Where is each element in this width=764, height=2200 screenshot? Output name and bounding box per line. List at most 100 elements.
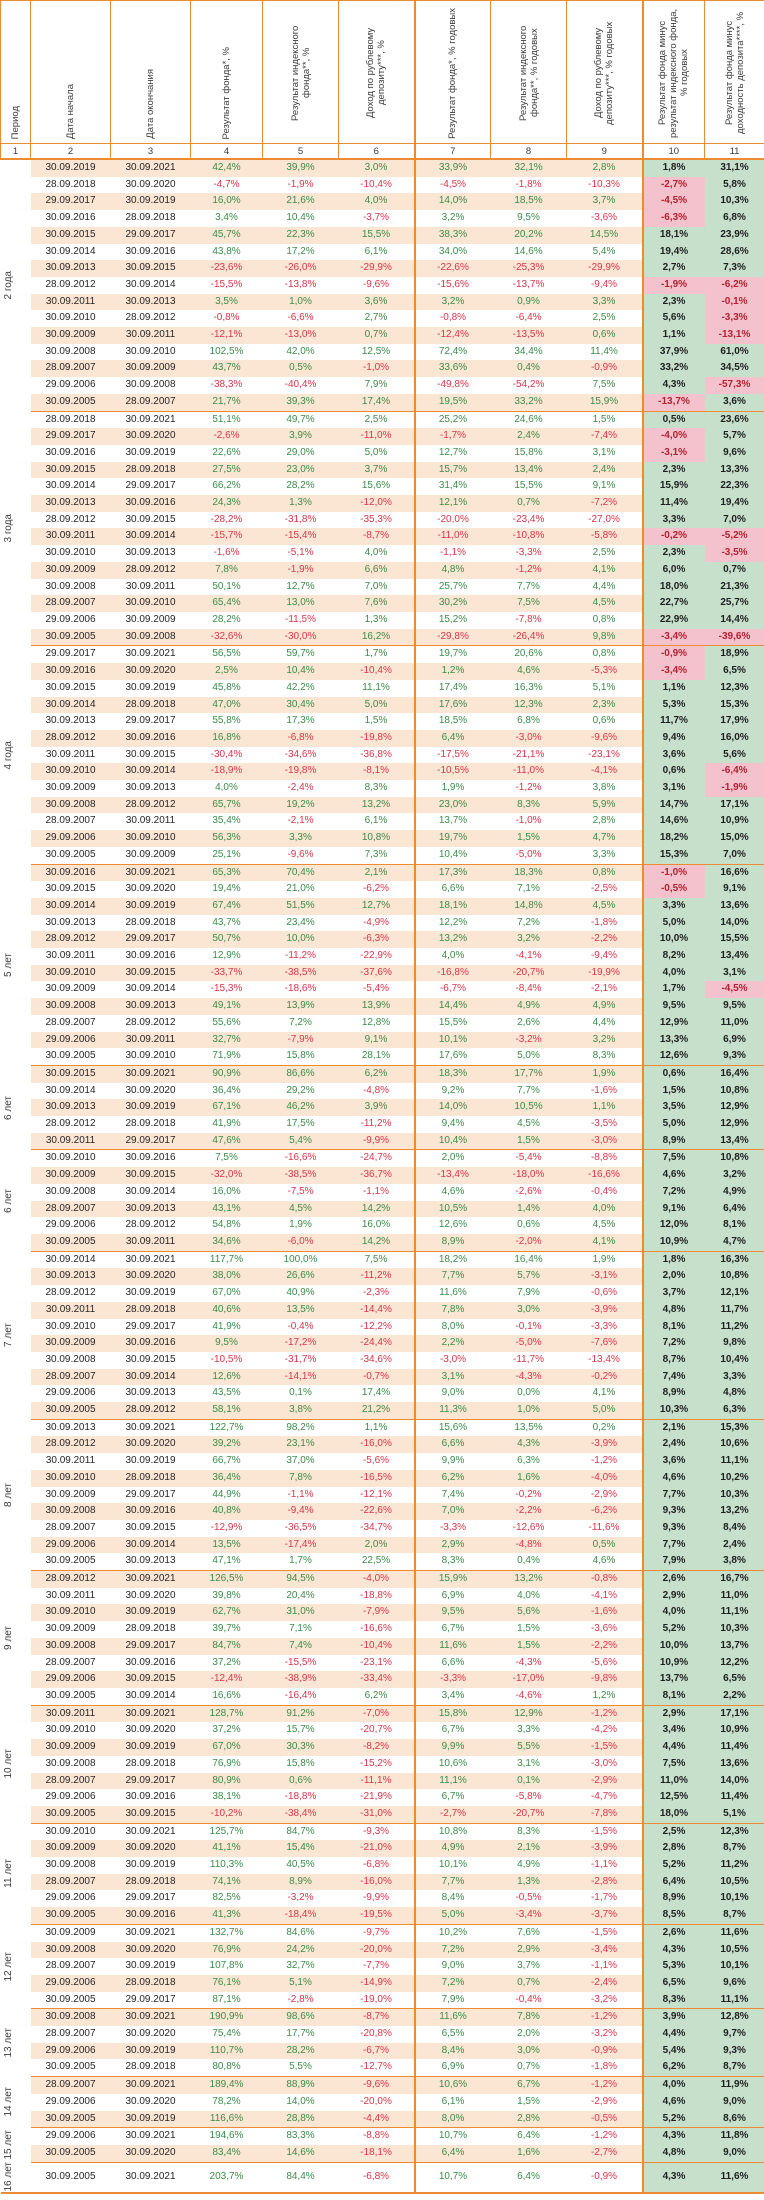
value-cell-col-7: 10,8% bbox=[413, 1823, 491, 1841]
value-cell-col-4: 44,9% bbox=[190, 1486, 263, 1504]
end-date-cell: 30.09.2019 bbox=[110, 2110, 191, 2129]
start-date-cell: 28.09.2018 bbox=[30, 176, 111, 194]
table-row: 29.09.2006 30.09.2020 78,2% 14,0% -20,0% 6,1%… bbox=[1, 2093, 764, 2111]
value-cell-col-7: 15,5% bbox=[413, 1014, 491, 1032]
end-date-cell: 30.09.2019 bbox=[110, 444, 191, 462]
fund-minus-index-cell: 1,1% bbox=[641, 327, 705, 344]
table-row: 30.09.2011 30.09.2014 -15,7% -15,4% -8,7% -11… bbox=[1, 528, 764, 546]
fund-minus-index-cell: 4,0% bbox=[641, 964, 705, 982]
value-cell-col-4: 39,7% bbox=[190, 1621, 263, 1638]
table-row: 30.09.2013 30.09.2020 38,0% 26,6% -11,2% 7,7%… bbox=[1, 1268, 764, 1286]
start-date-cell: 28.09.2007 bbox=[30, 1014, 111, 1032]
value-cell-col-9: 4,5% bbox=[566, 595, 643, 612]
start-date-cell: 30.09.2009 bbox=[30, 1924, 111, 1942]
table-row: 30.09.2005 28.09.2012 58,1% 3,8% 21,2% 11,3% 1… bbox=[1, 1402, 764, 1420]
table-row: 30.09.2013 30.09.2016 24,3% 1,3% -12,0% 12,1%… bbox=[1, 495, 764, 512]
value-cell-col-7: -4,5% bbox=[413, 176, 491, 194]
value-cell-col-6: 21,2% bbox=[338, 1402, 415, 1420]
start-date-cell: 30.09.2010 bbox=[30, 763, 111, 781]
fund-minus-deposit-cell: -39,6% bbox=[704, 628, 764, 647]
value-cell-col-8: 1,5% bbox=[490, 830, 567, 847]
value-cell-col-9: 0,8% bbox=[566, 611, 643, 629]
value-cell-col-7: 11,6% bbox=[413, 1285, 491, 1302]
value-cell-col-8: 3,1% bbox=[490, 1755, 567, 1773]
value-cell-col-4: 65,7% bbox=[190, 796, 263, 814]
value-cell-col-9: -9,4% bbox=[566, 276, 643, 294]
table-row: 28.09.2018 30.09.2020 -4,7% -1,9% -10,4% -4,5… bbox=[1, 176, 764, 194]
value-cell-col-4: 189,4% bbox=[190, 2076, 263, 2094]
value-cell-col-5: 21,6% bbox=[262, 193, 339, 211]
end-date-cell: 30.09.2016 bbox=[110, 1149, 191, 1168]
value-cell-col-4: -33,7% bbox=[190, 964, 263, 982]
start-date-cell: 30.09.2008 bbox=[30, 2008, 111, 2027]
table-row: 30.09.2009 30.09.2019 67,0% 30,3% -8,2% 9,9% 5… bbox=[1, 1739, 764, 1756]
value-cell-col-8: 13,5% bbox=[490, 1419, 567, 1437]
end-date-cell: 28.09.2012 bbox=[110, 1014, 191, 1032]
start-date-cell: 30.09.2005 bbox=[30, 2162, 111, 2194]
value-cell-col-6: 9,1% bbox=[338, 1031, 415, 1049]
table-row: 30.09.2008 30.09.2014 16,0% -7,5% -1,1% 4,6% -… bbox=[1, 1183, 764, 1201]
end-date-cell: 30.09.2021 bbox=[110, 2162, 191, 2194]
value-cell-col-7: 7,9% bbox=[413, 1991, 491, 2010]
column-number-3: 3 bbox=[110, 143, 191, 160]
value-cell-col-7: 6,7% bbox=[413, 1722, 491, 1740]
end-date-cell: 30.09.2013 bbox=[110, 780, 191, 797]
value-cell-col-5: 49,7% bbox=[262, 411, 339, 429]
value-cell-col-7: 10,2% bbox=[413, 1924, 491, 1942]
value-cell-col-8: -4,3% bbox=[490, 1368, 567, 1386]
value-cell-col-7: 14,0% bbox=[413, 193, 491, 211]
value-cell-col-7: 2,0% bbox=[413, 1149, 491, 1168]
value-cell-col-9: -7,4% bbox=[566, 428, 643, 445]
value-cell-col-9: 0,6% bbox=[566, 713, 643, 730]
value-cell-col-4: 110,3% bbox=[190, 1857, 263, 1874]
value-cell-col-4: 54,8% bbox=[190, 1217, 263, 1234]
value-cell-col-4: 76,9% bbox=[190, 1941, 263, 1959]
value-cell-col-7: 10,6% bbox=[413, 2076, 491, 2094]
value-cell-col-9: -3,0% bbox=[566, 1755, 643, 1773]
value-cell-col-4: 38,1% bbox=[190, 1789, 263, 1806]
fund-minus-deposit-cell: 3,6% bbox=[704, 393, 764, 412]
value-cell-col-5: 94,5% bbox=[262, 1570, 339, 1588]
value-cell-col-9: 4,6% bbox=[566, 1553, 643, 1572]
value-cell-col-8: 0,6% bbox=[490, 1217, 567, 1234]
fund-minus-index-cell: 3,9% bbox=[641, 2008, 705, 2027]
value-cell-col-6: -12,0% bbox=[338, 495, 415, 512]
value-cell-col-9: -29,9% bbox=[566, 260, 643, 277]
value-cell-col-8: -0,2% bbox=[490, 1486, 567, 1504]
value-cell-col-5: 23,0% bbox=[262, 461, 339, 479]
start-date-cell: 28.09.2012 bbox=[30, 1436, 111, 1454]
table-row: 11 лет 30.09.2010 30.09.2021 125,7% 84,7% -9,… bbox=[0, 1823, 764, 1925]
table-row: 30.09.2008 30.09.2020 76,9% 24,2% -20,0% 7,2%… bbox=[1, 1941, 764, 1959]
value-cell-col-7: 18,2% bbox=[413, 1251, 491, 1269]
start-date-cell: 28.09.2007 bbox=[30, 1772, 111, 1790]
value-cell-col-9: 14,5% bbox=[566, 226, 643, 244]
end-date-cell: 30.09.2020 bbox=[110, 1941, 191, 1959]
value-cell-col-5: -34,6% bbox=[262, 746, 339, 764]
value-cell-col-8: -4,3% bbox=[490, 1654, 567, 1672]
value-cell-col-6: -22,6% bbox=[338, 1503, 415, 1520]
value-cell-col-6: 16,2% bbox=[338, 628, 415, 647]
column-header-label: Дата окончания bbox=[145, 69, 156, 139]
value-cell-col-9: 4,7% bbox=[566, 830, 643, 847]
period-group-label: 2 года bbox=[0, 159, 31, 412]
value-cell-col-8: -2,6% bbox=[490, 1183, 567, 1201]
fund-minus-index-cell: 7,7% bbox=[641, 1486, 705, 1504]
start-date-cell: 30.09.2015 bbox=[30, 226, 111, 244]
period-group-label: 15 лет bbox=[0, 2127, 31, 2163]
column-number-2: 2 bbox=[30, 143, 111, 160]
table-row: 30.09.2008 28.09.2012 65,7% 19,2% 13,2% 23,0%… bbox=[1, 796, 764, 814]
value-cell-col-6: -16,5% bbox=[338, 1469, 415, 1487]
fund-minus-deposit-cell: 0,7% bbox=[704, 561, 764, 579]
value-cell-col-5: -9,6% bbox=[262, 846, 339, 865]
value-cell-col-7: 4,6% bbox=[413, 1183, 491, 1201]
fund-minus-index-cell: 8,3% bbox=[641, 1991, 705, 2010]
value-cell-col-7: 3,2% bbox=[413, 210, 491, 227]
end-date-cell: 30.09.2019 bbox=[110, 1285, 191, 1302]
start-date-cell: 30.09.2008 bbox=[30, 1637, 111, 1655]
value-cell-col-5: -38,4% bbox=[262, 1805, 339, 1824]
value-cell-col-9: 0,8% bbox=[566, 645, 643, 664]
value-cell-col-9: 3,3% bbox=[566, 293, 643, 311]
value-cell-col-8: -2,2% bbox=[490, 1503, 567, 1520]
value-cell-col-5: -14,1% bbox=[262, 1368, 339, 1386]
value-cell-col-7: 25,2% bbox=[413, 411, 491, 429]
